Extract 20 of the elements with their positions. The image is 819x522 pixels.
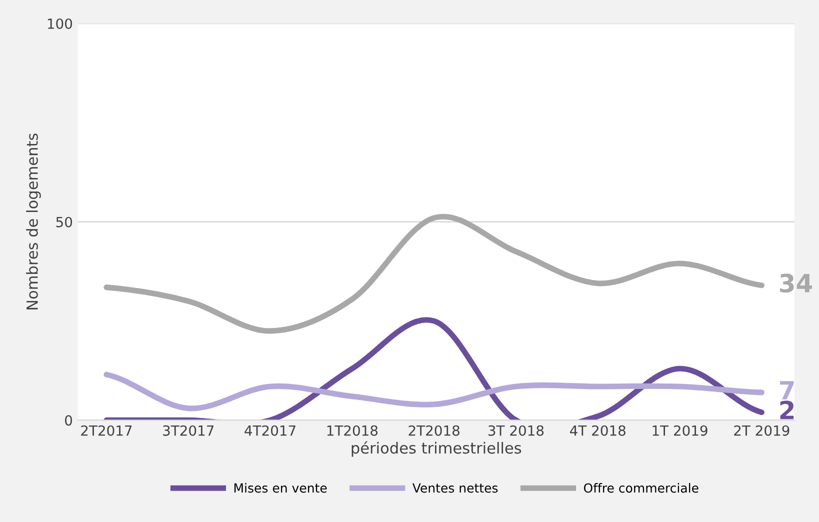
legend-label: Ventes nettes (412, 483, 498, 493)
y-axis-title: Nombres de logements (26, 134, 41, 310)
x-tick-label: 2T2018 (408, 425, 460, 436)
data-label: 34 (780, 274, 812, 293)
x-tick-label: 3T 2018 (488, 425, 544, 436)
x-tick-label: 1T 2019 (652, 425, 708, 436)
x-tick-label: 4T 2018 (570, 425, 626, 436)
y-tick-label: 50 (56, 216, 72, 228)
x-tick-label: 3T2017 (163, 425, 214, 436)
legend-label: Mises en vente (234, 483, 327, 493)
data-label: 7 (780, 381, 794, 400)
x-tick-label: 2T 2019 (734, 425, 790, 436)
x-tick-label: 2T2017 (81, 425, 132, 436)
legend-label: Offre commerciale (584, 483, 698, 493)
y-tick-label: 0 (65, 415, 72, 426)
x-tick-label: 1T2018 (327, 425, 378, 436)
x-tick-label: 4T2017 (244, 425, 296, 436)
data-label: 2 (780, 400, 794, 420)
x-axis-title: périodes trimestrielles (352, 441, 522, 457)
y-tick-label: 100 (48, 18, 72, 29)
